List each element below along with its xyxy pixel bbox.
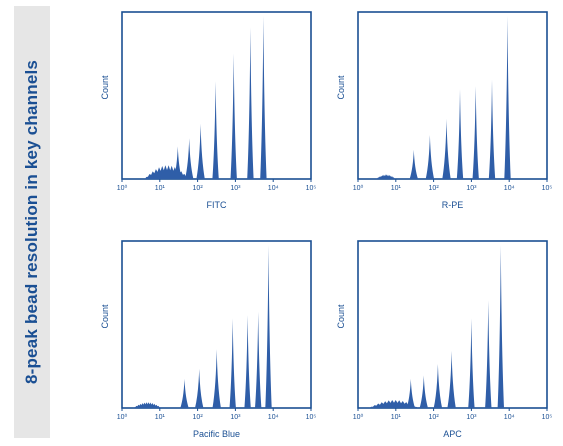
x-tick-label: 10⁰ <box>117 413 128 421</box>
noise-shoulder <box>133 402 162 408</box>
x-tick-label: 10⁴ <box>268 185 279 192</box>
x-tick-label: 10³ <box>466 185 477 192</box>
x-tick-label: 10³ <box>230 414 241 421</box>
x-tick-label: 10⁵ <box>306 185 317 192</box>
y-axis-label: Count <box>100 304 110 329</box>
x-tick-label: 10⁴ <box>504 185 515 192</box>
histogram-peak <box>247 27 254 180</box>
x-tick-label: 10⁵ <box>306 414 317 421</box>
side-title-band <box>14 6 50 438</box>
histogram-peak <box>425 135 435 179</box>
noise-shoulder <box>144 165 190 179</box>
histogram-peak <box>180 378 189 408</box>
x-tick-label: 10⁰ <box>117 184 128 192</box>
x-tick-label: 10² <box>429 414 440 421</box>
x-tick-label: 10⁵ <box>542 185 553 192</box>
histogram-peak <box>456 89 464 179</box>
histogram-peak <box>409 149 418 179</box>
x-axis-label: APC <box>443 429 462 439</box>
x-tick-label: 10³ <box>230 185 241 192</box>
histogram-peak <box>260 16 267 179</box>
histogram-peak <box>468 318 475 408</box>
x-axis-label: FITC <box>207 200 227 210</box>
histogram-peak <box>433 364 443 408</box>
histogram-peak <box>447 350 456 408</box>
histogram-peak <box>196 123 205 179</box>
x-tick-label: 10² <box>193 414 204 421</box>
histogram-peak <box>255 311 262 408</box>
histogram-peak <box>195 368 204 408</box>
x-tick-label: 10⁰ <box>353 413 364 421</box>
histogram-peak <box>442 118 451 179</box>
x-axis-label: Pacific Blue <box>193 429 240 439</box>
histogram-peak <box>212 81 219 179</box>
histogram-peak <box>504 16 511 179</box>
histogram-peak <box>485 300 492 408</box>
x-tick-label: 10¹ <box>391 414 402 421</box>
histogram-peak <box>185 138 194 179</box>
histogram-peak <box>488 79 496 179</box>
histogram-peak <box>212 349 221 408</box>
x-tick-label: 10² <box>193 185 204 192</box>
x-tick-label: 10¹ <box>155 185 166 192</box>
histogram-peak <box>230 53 237 179</box>
histogram-peak <box>406 378 415 408</box>
y-axis-label: Count <box>100 75 110 100</box>
plot-frame <box>357 11 548 180</box>
y-axis-label: Count <box>336 304 346 329</box>
x-tick-label: 10³ <box>466 414 477 421</box>
x-tick-label: 10¹ <box>155 414 166 421</box>
x-tick-label: 10⁵ <box>542 414 553 421</box>
histogram-peak <box>472 86 479 179</box>
histogram-peak <box>265 245 272 408</box>
noise-shoulder <box>376 174 396 179</box>
x-tick-label: 10¹ <box>391 185 402 192</box>
noise-shoulder <box>369 400 419 408</box>
histogram-peak <box>244 315 251 408</box>
histogram-peak <box>497 245 504 408</box>
x-tick-label: 10⁴ <box>504 414 515 421</box>
x-tick-label: 10⁴ <box>268 414 279 421</box>
x-tick-label: 10² <box>429 185 440 192</box>
histogram-peak <box>229 318 236 408</box>
x-axis-label: R-PE <box>442 200 464 210</box>
y-axis-label: Count <box>336 75 346 100</box>
histogram-peak <box>419 375 428 408</box>
histogram-peak <box>173 146 182 179</box>
x-tick-label: 10⁰ <box>353 184 364 192</box>
